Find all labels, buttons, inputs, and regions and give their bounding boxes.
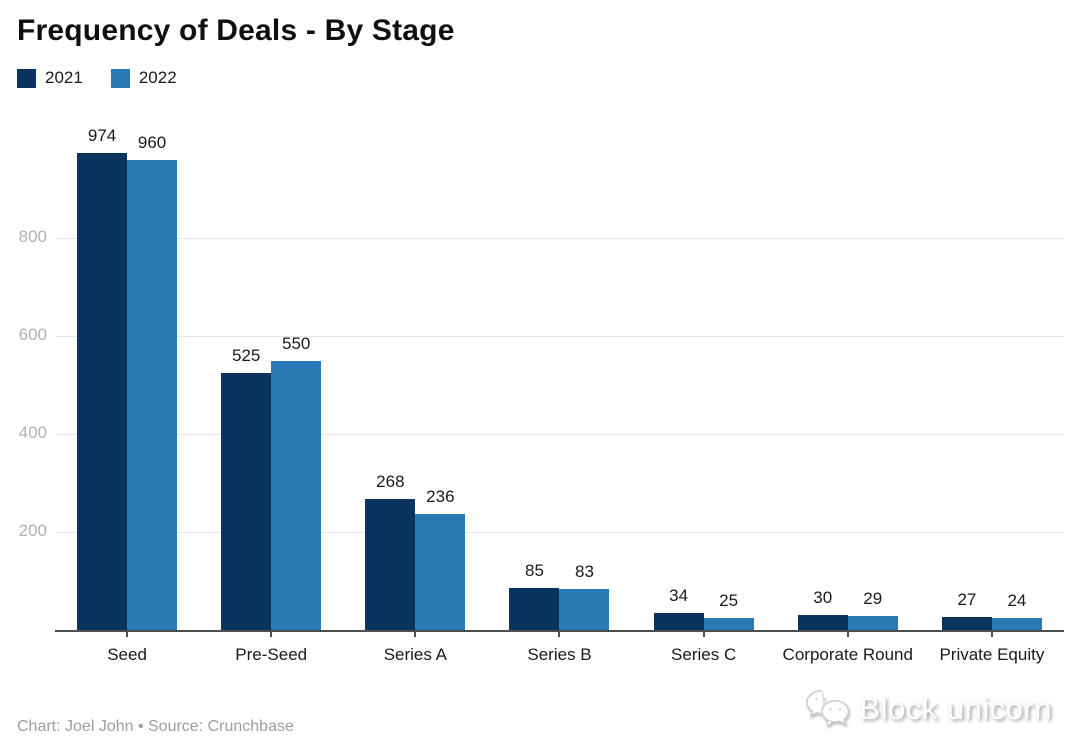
y-tick-label-600: 600 xyxy=(18,325,47,344)
bar-2022-5 xyxy=(847,615,898,630)
bar-2021-2 xyxy=(365,498,416,630)
category-label-5: Corporate Round xyxy=(782,645,913,664)
watermark: Block unicorn xyxy=(803,686,1052,732)
value-label-2022-1: 550 xyxy=(282,333,311,353)
value-label-2022-0: 960 xyxy=(137,132,167,152)
category-label-1: Pre-Seed xyxy=(235,645,308,664)
x-axis-tick-3 xyxy=(558,630,561,637)
plot-area: 200 400 600 800 974 960 Seed 525 550 Pre-Seed 268 2… xyxy=(19,126,1064,664)
gridline-200 xyxy=(55,531,1064,533)
gridline-600 xyxy=(55,335,1064,337)
value-label-2021-2: 268 xyxy=(376,471,405,491)
value-label-2021-0: 974 xyxy=(87,125,117,145)
bar-2021-5 xyxy=(797,615,848,630)
legend: 2021 2022 xyxy=(17,68,177,88)
y-tick-label-800: 800 xyxy=(18,227,47,246)
wechat-logo-icon xyxy=(806,689,850,727)
gridline-800 xyxy=(55,237,1064,239)
value-label-2022-2: 236 xyxy=(426,487,455,507)
x-axis-tick-2 xyxy=(414,630,417,637)
gridline-400 xyxy=(55,433,1064,435)
legend-item-2021: 2021 xyxy=(17,68,83,88)
bar-2022-6 xyxy=(991,618,1042,630)
bar-group-seed: 974 960 Seed xyxy=(55,126,199,664)
bar-2021-1 xyxy=(221,372,272,630)
bar-group-series-a: 268 236 Series A xyxy=(343,140,487,664)
value-label-2022-3: 83 xyxy=(575,562,594,582)
bar-2021-0 xyxy=(77,152,128,630)
value-label-2022-6: 24 xyxy=(1007,591,1027,611)
bar-2022-3 xyxy=(559,589,610,630)
value-label-2022-5: 29 xyxy=(863,588,883,608)
legend-swatch-2022 xyxy=(110,68,130,88)
bar-2021-4 xyxy=(653,613,704,630)
attribution-text: Chart: Joel John • Source: Crunchbase xyxy=(17,718,294,735)
bar-group-series-c: 34 25 Series C xyxy=(632,140,776,664)
x-axis-tick-5 xyxy=(846,630,849,637)
bar-group-private-equity: 27 24 Private Equity xyxy=(920,140,1064,664)
bar-group-series-b: 85 83 Series B xyxy=(487,140,631,664)
legend-item-2022: 2022 xyxy=(110,68,177,88)
legend-label-2022: 2022 xyxy=(138,68,177,87)
value-label-2021-5: 30 xyxy=(813,588,833,608)
legend-label-2021: 2021 xyxy=(45,68,83,87)
category-label-2: Series A xyxy=(383,645,447,664)
y-tick-label-200: 200 xyxy=(18,521,47,540)
value-label-2021-6: 27 xyxy=(957,589,977,609)
bar-group-pre-seed: 525 550 Pre-Seed xyxy=(199,140,343,664)
value-label-2021-3: 85 xyxy=(525,561,544,581)
x-axis-tick-4 xyxy=(702,630,705,637)
legend-swatch-2021 xyxy=(17,68,36,88)
bar-2022-1 xyxy=(271,360,322,630)
category-label-4: Series C xyxy=(671,645,737,664)
bar-group-corporate-round: 30 29 Corporate Round xyxy=(776,140,920,664)
category-label-6: Private Equity xyxy=(939,645,1045,664)
bar-2022-2 xyxy=(415,514,466,630)
x-axis-tick-6 xyxy=(990,630,993,637)
y-tick-label-400: 400 xyxy=(18,423,47,442)
chart-title: Frequency of Deals - By Stage xyxy=(17,14,455,47)
bar-2022-0 xyxy=(127,159,178,630)
bar-2022-4 xyxy=(703,617,754,630)
value-label-2022-4: 25 xyxy=(719,590,739,610)
bar-2021-6 xyxy=(941,616,992,630)
x-axis-tick-0 xyxy=(126,630,129,637)
value-label-2021-4: 34 xyxy=(669,586,689,606)
x-axis-tick-1 xyxy=(270,630,273,637)
watermark-text: Block unicorn xyxy=(859,691,1052,726)
bar-2021-3 xyxy=(509,588,560,630)
category-label-0: Seed xyxy=(107,645,147,664)
value-label-2021-1: 525 xyxy=(232,345,261,365)
category-label-3: Series B xyxy=(527,645,592,664)
